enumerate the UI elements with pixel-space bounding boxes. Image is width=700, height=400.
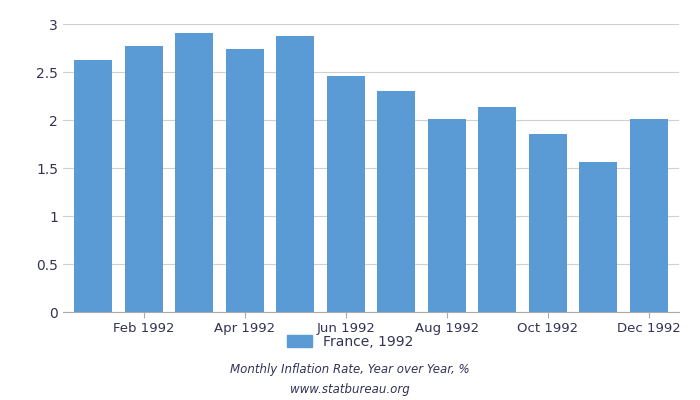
Bar (428, 119, 466, 312)
Bar (630, 119, 668, 312)
Bar (580, 162, 617, 312)
Bar (276, 36, 314, 312)
Bar (327, 76, 365, 312)
Bar (478, 106, 516, 312)
Bar (528, 134, 567, 312)
Text: Monthly Inflation Rate, Year over Year, %: Monthly Inflation Rate, Year over Year, … (230, 364, 470, 376)
Bar (74, 60, 112, 312)
Bar (226, 49, 264, 312)
Bar (125, 46, 162, 312)
Bar (377, 91, 415, 312)
Text: www.statbureau.org: www.statbureau.org (290, 384, 410, 396)
Legend: France, 1992: France, 1992 (281, 329, 419, 354)
Bar (175, 33, 214, 312)
